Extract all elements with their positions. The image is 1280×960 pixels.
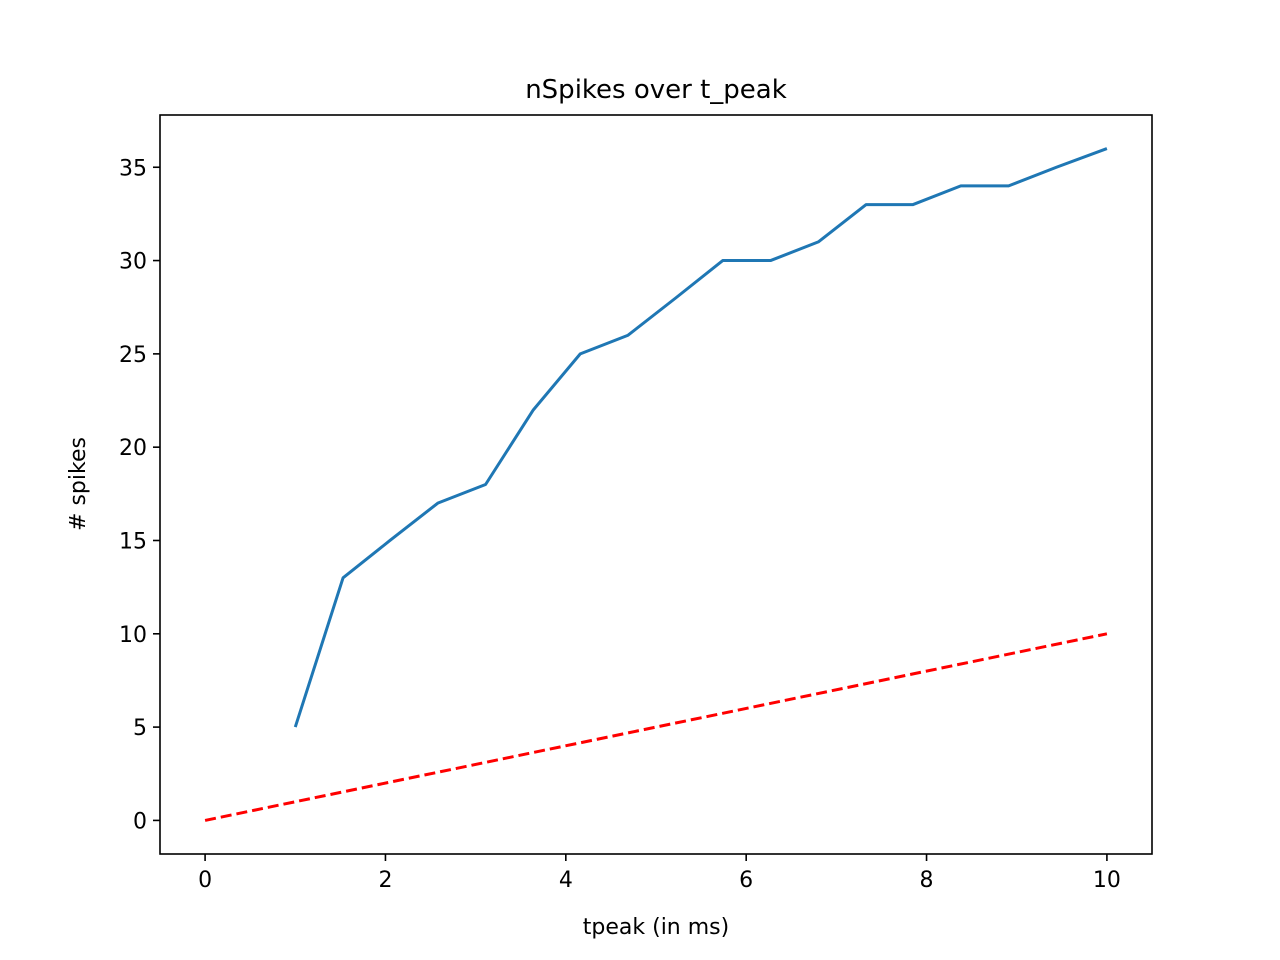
y-axis: 0 5 10 15 20 25 30 35 (119, 156, 160, 834)
chart-title: nSpikes over t_peak (525, 75, 787, 105)
series-line-1 (293, 147, 1108, 728)
y-tick-label: 35 (119, 156, 147, 181)
x-axis-label: tpeak (in ms) (583, 915, 729, 940)
y-tick-label: 20 (119, 436, 147, 461)
series-layer (204, 147, 1108, 822)
y-tick-label: 15 (119, 529, 147, 554)
x-tick-label: 4 (559, 868, 573, 893)
x-tick-label: 6 (739, 868, 753, 893)
y-tick-label: 0 (133, 809, 147, 834)
y-tick-label: 5 (133, 716, 147, 741)
x-tick-label: 2 (378, 868, 392, 893)
x-axis: 0 2 4 6 8 10 (198, 854, 1121, 893)
series-line-2 (204, 632, 1108, 822)
y-tick-label: 25 (119, 343, 147, 368)
x-tick-label: 8 (920, 868, 934, 893)
plot-area-frame (159, 114, 1153, 855)
y-tick-label: 10 (119, 623, 147, 648)
x-tick-label: 10 (1093, 868, 1121, 893)
y-tick-label: 30 (119, 250, 147, 275)
x-tick-label: 0 (198, 868, 212, 893)
y-axis-label: # spikes (66, 437, 91, 531)
